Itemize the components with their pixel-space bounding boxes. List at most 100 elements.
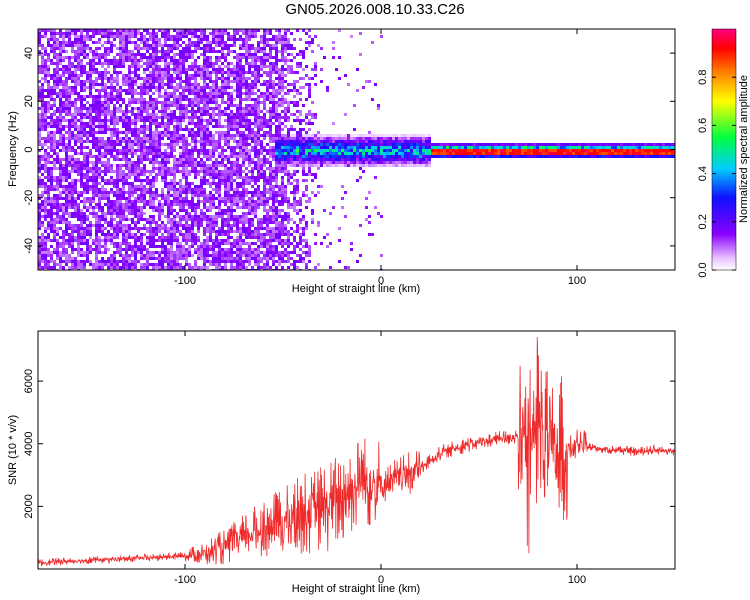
heatmap-cell bbox=[53, 260, 56, 263]
heatmap-cell bbox=[266, 182, 269, 185]
heatmap-cell bbox=[101, 140, 104, 143]
heatmap-cell bbox=[140, 32, 143, 35]
heatmap-cell bbox=[140, 236, 143, 239]
heatmap-cell bbox=[188, 218, 191, 221]
heatmap-cell bbox=[242, 194, 245, 197]
heatmap-cell bbox=[221, 92, 224, 95]
heatmap-cell bbox=[155, 122, 158, 125]
heatmap-cell bbox=[146, 83, 149, 86]
heatmap-cell bbox=[158, 161, 161, 164]
heatmap-cell bbox=[155, 239, 158, 242]
heatmap-cell bbox=[257, 65, 260, 68]
heatmap-cell bbox=[176, 230, 179, 233]
heatmap-cell bbox=[263, 44, 266, 47]
heatmap-cell bbox=[44, 35, 47, 38]
heatmap-cell bbox=[143, 53, 146, 56]
heatmap-cell bbox=[122, 122, 125, 125]
heatmap-cell bbox=[269, 29, 272, 32]
heatmap-cell bbox=[200, 164, 203, 167]
heatmap-cell bbox=[200, 167, 203, 170]
heatmap-cell bbox=[251, 137, 254, 140]
heatmap-cell bbox=[236, 182, 239, 185]
heatmap-cell bbox=[146, 65, 149, 68]
heatmap-cell bbox=[71, 215, 74, 218]
heatmap-cell bbox=[233, 98, 236, 101]
heatmap-cell bbox=[209, 89, 212, 92]
heatmap-cell bbox=[53, 197, 56, 200]
heatmap-cell bbox=[206, 65, 209, 68]
heatmap-cell bbox=[140, 200, 143, 203]
heatmap-cell bbox=[128, 68, 131, 71]
heatmap-cell bbox=[233, 32, 236, 35]
heatmap-cell bbox=[47, 65, 50, 68]
heatmap-cell bbox=[98, 47, 101, 50]
heatmap-cell bbox=[122, 239, 125, 242]
heatmap-cell bbox=[113, 38, 116, 41]
heatmap-cell bbox=[191, 77, 194, 80]
heatmap-cell bbox=[242, 38, 245, 41]
heatmap-cell bbox=[143, 62, 146, 65]
heatmap-cell bbox=[206, 83, 209, 86]
heatmap-cell bbox=[245, 62, 248, 65]
heatmap-cell bbox=[248, 44, 251, 47]
heatmap-cell bbox=[65, 65, 68, 68]
heatmap-cell bbox=[167, 239, 170, 242]
heatmap-cell bbox=[206, 242, 209, 245]
heatmap-cell bbox=[134, 203, 137, 206]
heatmap-cell bbox=[236, 158, 239, 161]
heatmap-cell bbox=[116, 248, 119, 251]
heatmap-cell bbox=[233, 221, 236, 224]
heatmap-cell bbox=[236, 38, 239, 41]
heatmap-cell bbox=[206, 110, 209, 113]
heatmap-cell bbox=[188, 119, 191, 122]
heatmap-cell bbox=[41, 98, 44, 101]
heatmap-cell bbox=[263, 125, 266, 128]
heatmap-cell bbox=[158, 38, 161, 41]
heatmap-cell bbox=[176, 164, 179, 167]
heatmap-cell bbox=[71, 44, 74, 47]
heatmap-cell bbox=[191, 236, 194, 239]
heatmap-cell bbox=[176, 122, 179, 125]
heatmap-cell bbox=[74, 113, 77, 116]
heatmap-cell bbox=[110, 215, 113, 218]
heatmap-cell bbox=[233, 125, 236, 128]
heatmap-cell bbox=[191, 242, 194, 245]
heatmap-cell bbox=[263, 41, 266, 44]
heatmap-cell bbox=[95, 161, 98, 164]
heatmap-cell bbox=[263, 149, 266, 152]
heatmap-cell bbox=[173, 95, 176, 98]
heatmap-cell bbox=[41, 89, 44, 92]
heatmap-cell bbox=[68, 173, 71, 176]
heatmap-cell bbox=[47, 107, 50, 110]
heatmap-cell bbox=[152, 218, 155, 221]
heatmap-cell bbox=[68, 212, 71, 215]
heatmap-cell bbox=[152, 185, 155, 188]
heatmap-cell bbox=[239, 164, 242, 167]
heatmap-cell bbox=[167, 194, 170, 197]
heatmap-cell bbox=[230, 125, 233, 128]
heatmap-cell bbox=[221, 50, 224, 53]
heatmap-cell bbox=[68, 35, 71, 38]
heatmap-cell bbox=[161, 104, 164, 107]
heatmap-cell bbox=[83, 188, 86, 191]
heatmap-cell bbox=[185, 116, 188, 119]
heatmap-cell bbox=[92, 161, 95, 164]
heatmap-cell bbox=[158, 149, 161, 152]
heatmap-cell bbox=[233, 140, 236, 143]
heatmap-cell bbox=[119, 50, 122, 53]
heatmap-cell bbox=[38, 128, 41, 131]
heatmap-cell bbox=[44, 29, 47, 32]
heatmap-cell bbox=[62, 125, 65, 128]
heatmap-cell bbox=[170, 200, 173, 203]
heatmap-cell bbox=[107, 236, 110, 239]
heatmap-cell bbox=[98, 143, 101, 146]
heatmap-cell bbox=[152, 77, 155, 80]
heatmap-cell bbox=[80, 146, 83, 149]
heatmap-cell bbox=[266, 176, 269, 179]
heatmap-cell bbox=[191, 200, 194, 203]
heatmap-cell bbox=[98, 62, 101, 65]
heatmap-cell bbox=[209, 227, 212, 230]
heatmap-cell bbox=[110, 74, 113, 77]
heatmap-cell bbox=[50, 161, 53, 164]
heatmap-cell bbox=[101, 227, 104, 230]
